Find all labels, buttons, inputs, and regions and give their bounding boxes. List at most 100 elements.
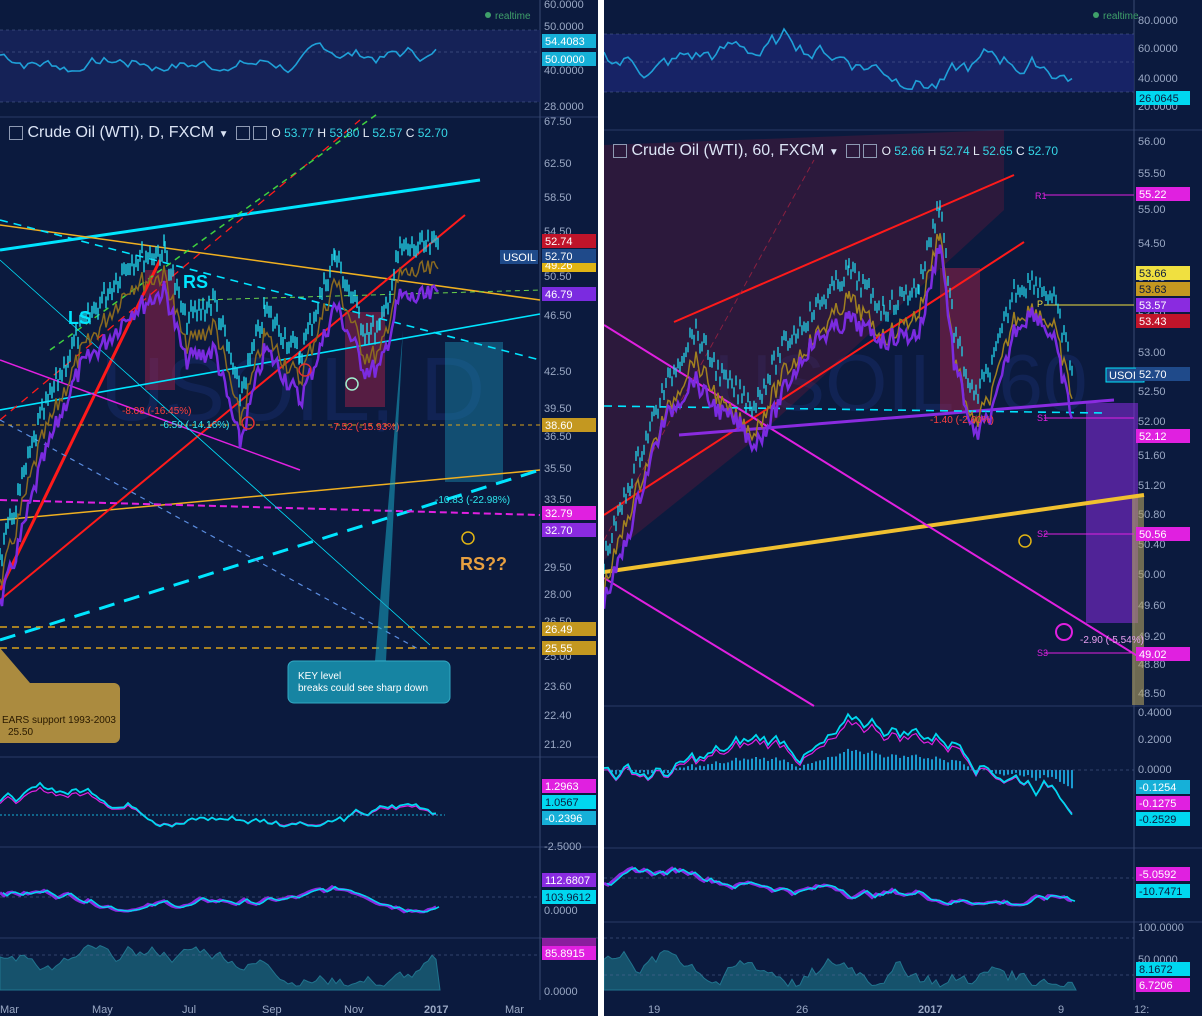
left-area-flag-bg xyxy=(542,946,596,960)
right-rsi-value-flag: 26.0645 xyxy=(1139,93,1179,105)
left-price-tick-label: 33.50 xyxy=(544,494,572,506)
left-ma-slow xyxy=(0,259,439,586)
left-price-tick-label: 29.50 xyxy=(544,562,572,574)
left-price-flag-bg xyxy=(542,523,596,537)
left-x-axis-bg xyxy=(0,1000,598,1016)
left-price-flag-bg xyxy=(542,622,596,636)
left-price-flag-bg xyxy=(542,234,596,248)
left-macd-bottom-label: -2.5000 xyxy=(544,841,581,853)
left-magenta-dashed xyxy=(0,499,541,516)
left-symbol-tag: USOIL xyxy=(503,252,536,264)
left-area-flag-cap xyxy=(542,938,596,948)
right-rsi-line xyxy=(604,27,1073,91)
right-measure-label: -1.40 (-2.60%) xyxy=(930,415,994,426)
left-macd-flag: 1.0567 xyxy=(545,797,579,809)
settings-icon[interactable] xyxy=(846,143,861,158)
left-stoch-zero-label: 0.0000 xyxy=(544,905,578,917)
left-rsi-value-flag-bg xyxy=(542,34,596,48)
left-stoch-fast xyxy=(2,885,440,913)
left-chart-daily[interactable]: realtime60.000050.000040.000028.000054.4… xyxy=(0,0,598,1016)
right-price-tick-label: 48.80 xyxy=(1138,659,1166,671)
support-callout-text: EARS support 1993-2003 xyxy=(2,715,116,726)
right-price-tick-label: 52.50 xyxy=(1138,386,1166,398)
left-x-tick-label: Mar xyxy=(0,1004,19,1016)
settings-icon[interactable] xyxy=(235,125,250,140)
right-rsi-value-flag-bg xyxy=(1136,91,1190,105)
left-chart-title-bar[interactable]: Crude Oil (WTI), D, FXCM ▼ O 53.77 H 53.… xyxy=(6,124,448,142)
left-price-tick-label: 58.50 xyxy=(544,192,572,204)
support-callout-pointer xyxy=(0,648,30,683)
left-red-trend xyxy=(0,214,466,601)
right-price-tick-label: 52.00 xyxy=(1138,416,1166,428)
right-x-tick-label: 12: xyxy=(1134,1004,1149,1016)
collapse-icon[interactable] xyxy=(613,143,627,158)
collapse-icon[interactable] xyxy=(9,125,23,140)
left-price-tick-label: 36.50 xyxy=(544,431,572,443)
left-x-tick-label: Jul xyxy=(182,1004,196,1016)
right-stoch-fast xyxy=(606,867,1076,906)
left-resistance-line xyxy=(0,224,541,301)
left-macd-line xyxy=(0,781,437,828)
right-area-flag: 6.7206 xyxy=(1139,980,1173,992)
right-price-flag-bg xyxy=(1136,187,1190,201)
left-rsi-tick-label: 28.0000 xyxy=(544,101,584,113)
left-last-price-flag-bg xyxy=(542,249,596,263)
left-macd-flag-bg xyxy=(542,779,596,793)
right-chart-title-bar[interactable]: Crude Oil (WTI), 60, FXCM ▼ O 52.66 H 52… xyxy=(610,142,1058,160)
right-last-price-flag-bg xyxy=(1136,367,1190,381)
key-level-callout-text: KEY level xyxy=(298,671,341,682)
right-red-channel-bottom xyxy=(604,241,1025,516)
left-x-tick-label: Mar xyxy=(505,1004,524,1016)
dropdown-caret-icon[interactable]: ▼ xyxy=(218,129,229,140)
right-pivot-label: R1 xyxy=(1035,191,1047,201)
right-stoch-flag: -10.7471 xyxy=(1139,886,1182,898)
right-price-tick-label: 49.20 xyxy=(1138,631,1166,643)
right-red-dashed xyxy=(604,159,815,541)
left-measure-label: -8.08 (-16.45%) xyxy=(122,406,191,417)
right-price-flag-bg xyxy=(1136,266,1190,280)
right-ohlc-readout: O 52.66 H 52.74 L 52.65 C 52.70 xyxy=(881,144,1059,158)
right-stoch-flag: -5.0592 xyxy=(1139,869,1176,881)
format-icon[interactable] xyxy=(252,125,267,140)
left-x-tick-label: Nov xyxy=(344,1004,364,1016)
right-price-tick-label: 55.00 xyxy=(1138,204,1166,216)
right-chart-hourly[interactable]: realtime 80.000060.000040.000020.000026.0… xyxy=(604,0,1202,1016)
right-macd-tick-label: 0.0000 xyxy=(1138,764,1172,776)
left-green-neck xyxy=(199,289,541,301)
left-x-tick-label: Sep xyxy=(262,1004,282,1016)
left-realtime-label: realtime xyxy=(495,11,531,22)
left-rs-label: RS xyxy=(183,272,208,292)
right-ma-gold xyxy=(604,233,1073,597)
right-price-tick-label: 53.00 xyxy=(1138,347,1166,359)
right-price-tick-label: 48.50 xyxy=(1138,688,1166,700)
left-price-tick-label: 50.50 xyxy=(544,271,572,283)
right-gold-trendline xyxy=(604,493,1145,574)
right-rsi-tick-label: 80.0000 xyxy=(1138,15,1178,27)
left-price-flag: 32.79 xyxy=(545,508,573,520)
left-rsi-line xyxy=(0,42,437,74)
left-symbol-title[interactable]: Crude Oil (WTI), D, FXCM xyxy=(27,124,215,141)
dropdown-caret-icon[interactable]: ▼ xyxy=(828,147,839,158)
left-stoch-flag-bg xyxy=(542,873,596,887)
callout-pointer xyxy=(375,330,403,661)
right-area-flag-bg xyxy=(1136,962,1190,976)
right-price-flag: 53.43 xyxy=(1139,316,1167,328)
right-symbol-title[interactable]: Crude Oil (WTI), 60, FXCM xyxy=(631,142,825,159)
pane-divider[interactable] xyxy=(598,0,604,1016)
left-price-flag: 26.49 xyxy=(545,624,573,636)
right-price-tick-label: 49.60 xyxy=(1138,600,1166,612)
left-price-flag: 32.70 xyxy=(545,525,573,537)
left-price-flag: 25.55 xyxy=(545,643,573,655)
left-price-flag-bg xyxy=(542,506,596,520)
left-x-tick-label: May xyxy=(92,1004,113,1016)
left-measure-box xyxy=(145,270,175,390)
arrow-down-icon xyxy=(298,363,312,377)
right-last-price-flag: 52.70 xyxy=(1139,369,1167,381)
left-price-tick-label: 67.50 xyxy=(544,116,572,128)
right-red-channel-top xyxy=(673,174,1015,323)
right-pivot-label: S2 xyxy=(1037,529,1048,539)
right-price-tick-label: 56.00 xyxy=(1138,136,1166,148)
right-area-flag: 8.1672 xyxy=(1139,964,1173,976)
format-icon[interactable] xyxy=(863,143,878,158)
right-stoch-flag-bg xyxy=(1136,884,1190,898)
